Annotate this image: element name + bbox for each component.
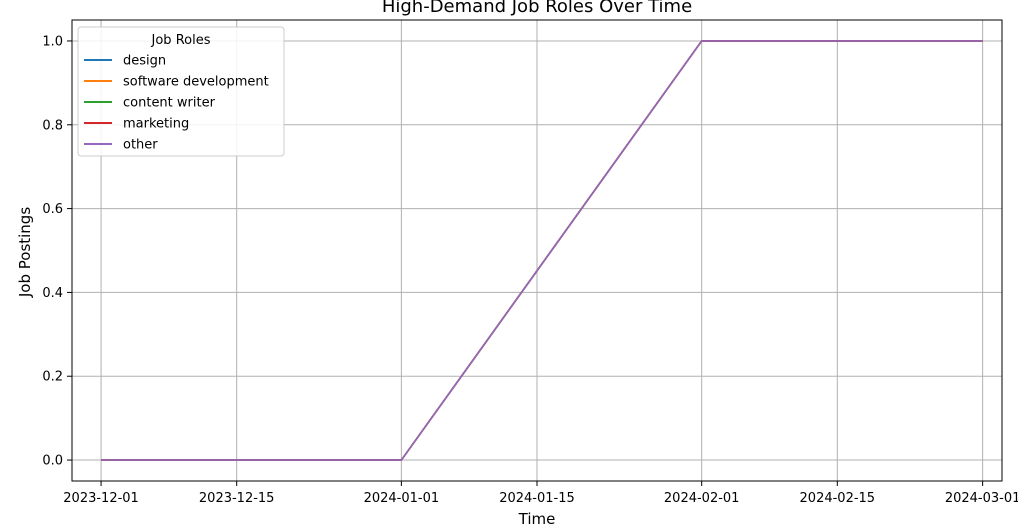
legend-box xyxy=(77,26,285,157)
legend-label: marketing xyxy=(123,117,189,132)
x-tick-label: 2024-02-15 xyxy=(800,491,876,506)
y-tick-label: 0.2 xyxy=(42,370,63,385)
x-axis: 2023-12-01 2023-12-15 2024-01-01 2024-01-15… xyxy=(63,481,1018,506)
series-lines xyxy=(101,40,983,461)
y-tick-label: 0.4 xyxy=(42,286,63,301)
legend-label: content writer xyxy=(123,96,216,111)
legend-label: other xyxy=(123,138,158,153)
x-tick-label: 2023-12-15 xyxy=(199,491,275,506)
legend: Job Roles design software development cont… xyxy=(77,26,285,157)
chart-title: High-Demand Job Roles Over Time xyxy=(382,0,692,17)
y-tick-label: 1.0 xyxy=(42,34,63,49)
x-tick-label: 2023-12-01 xyxy=(63,491,139,506)
legend-label: design xyxy=(123,54,166,69)
series-line-other xyxy=(101,40,983,461)
y-tick-label: 0.0 xyxy=(42,454,63,469)
x-axis-label: Time xyxy=(518,510,556,528)
y-tick-label: 0.8 xyxy=(42,118,63,133)
x-tick-label: 2024-01-01 xyxy=(364,491,440,506)
x-tick-label: 2024-01-15 xyxy=(499,491,575,506)
y-axis-label: Job Postings xyxy=(16,207,34,298)
y-tick-label: 0.6 xyxy=(42,202,63,217)
x-tick-label: 2024-03-01 xyxy=(945,491,1018,506)
x-tick-label: 2024-02-01 xyxy=(664,491,740,506)
legend-items: design software development content writer… xyxy=(84,54,269,153)
legend-label: software development xyxy=(123,75,269,90)
legend-title: Job Roles xyxy=(151,33,211,48)
y-axis: 0.0 0.2 0.4 0.6 0.8 1.0 xyxy=(42,34,72,469)
